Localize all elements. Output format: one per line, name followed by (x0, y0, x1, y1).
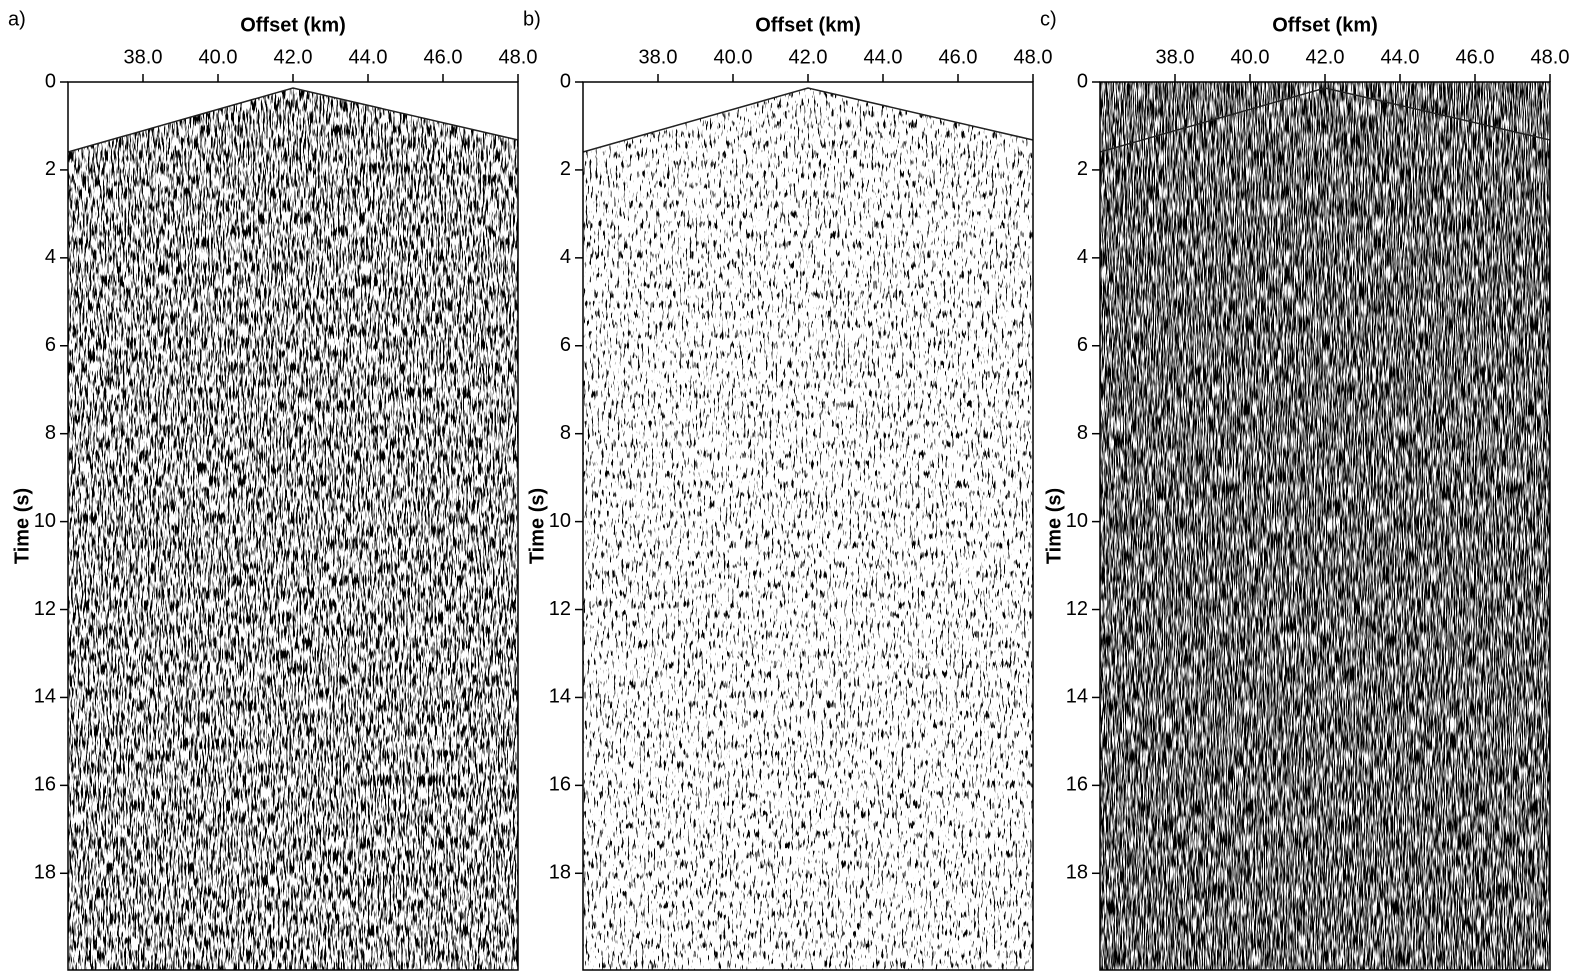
seismic-image (1100, 82, 1550, 970)
first-arrival-mask (583, 82, 1033, 152)
y-tick-label: 16 (34, 774, 56, 796)
y-axis-label: Time (s) (11, 488, 33, 564)
x-tick-label: 42.0 (274, 46, 313, 68)
y-tick-label: 4 (1077, 246, 1088, 268)
y-tick-label: 0 (1077, 70, 1088, 92)
y-tick-label: 18 (549, 862, 571, 884)
x-tick-label: 40.0 (1231, 46, 1270, 68)
x-tick-label: 46.0 (1456, 46, 1495, 68)
y-tick-label: 2 (560, 158, 571, 180)
x-tick-label: 42.0 (789, 46, 828, 68)
x-axis-label: Offset (km) (1272, 14, 1378, 36)
y-tick-label: 12 (34, 598, 56, 620)
x-tick-label: 40.0 (199, 46, 238, 68)
y-axis-label: Time (s) (526, 488, 548, 564)
y-tick-label: 8 (1077, 422, 1088, 444)
y-tick-label: 10 (34, 510, 56, 532)
first-arrival (1099, 87, 1551, 153)
x-tick-label: 48.0 (499, 46, 538, 68)
seismic-image (583, 82, 1033, 970)
x-tick-label: 48.0 (1014, 46, 1053, 68)
x-tick-label: 42.0 (1306, 46, 1345, 68)
y-tick-label: 6 (45, 334, 56, 356)
y-tick-label: 12 (549, 598, 571, 620)
y-axis-label: Time (s) (1043, 488, 1065, 564)
y-tick-label: 6 (560, 334, 571, 356)
y-tick-label: 4 (560, 246, 571, 268)
x-tick-label: 44.0 (349, 46, 388, 68)
y-tick-label: 2 (45, 158, 56, 180)
y-tick-label: 14 (549, 686, 571, 708)
seismic-image (68, 82, 518, 970)
first-arrival (67, 87, 519, 153)
y-tick-label: 18 (1066, 862, 1088, 884)
panel-label: c) (1040, 8, 1057, 30)
x-tick-label: 38.0 (639, 46, 678, 68)
panel-label: a) (8, 8, 26, 30)
x-tick-label: 46.0 (424, 46, 463, 68)
y-tick-label: 12 (1066, 598, 1088, 620)
y-tick-label: 14 (1066, 686, 1088, 708)
y-tick-label: 8 (45, 422, 56, 444)
x-tick-label: 40.0 (714, 46, 753, 68)
y-tick-label: 0 (45, 70, 56, 92)
x-tick-label: 38.0 (124, 46, 163, 68)
y-tick-label: 14 (34, 686, 56, 708)
y-tick-label: 16 (1066, 774, 1088, 796)
first-arrival (582, 87, 1034, 153)
x-tick-label: 46.0 (939, 46, 978, 68)
y-tick-label: 18 (34, 862, 56, 884)
y-tick-label: 6 (1077, 334, 1088, 356)
x-axis-label: Offset (km) (240, 14, 346, 36)
x-tick-label: 38.0 (1156, 46, 1195, 68)
panel-label: b) (523, 8, 541, 30)
x-tick-label: 44.0 (1381, 46, 1420, 68)
y-tick-label: 4 (45, 246, 56, 268)
y-tick-label: 0 (560, 70, 571, 92)
x-tick-label: 44.0 (864, 46, 903, 68)
first-arrival-mask (68, 82, 518, 152)
y-tick-label: 8 (560, 422, 571, 444)
y-tick-label: 2 (1077, 158, 1088, 180)
x-axis-label: Offset (km) (755, 14, 861, 36)
y-tick-label: 10 (1066, 510, 1088, 532)
x-tick-label: 48.0 (1531, 46, 1570, 68)
y-tick-label: 16 (549, 774, 571, 796)
y-tick-label: 10 (549, 510, 571, 532)
